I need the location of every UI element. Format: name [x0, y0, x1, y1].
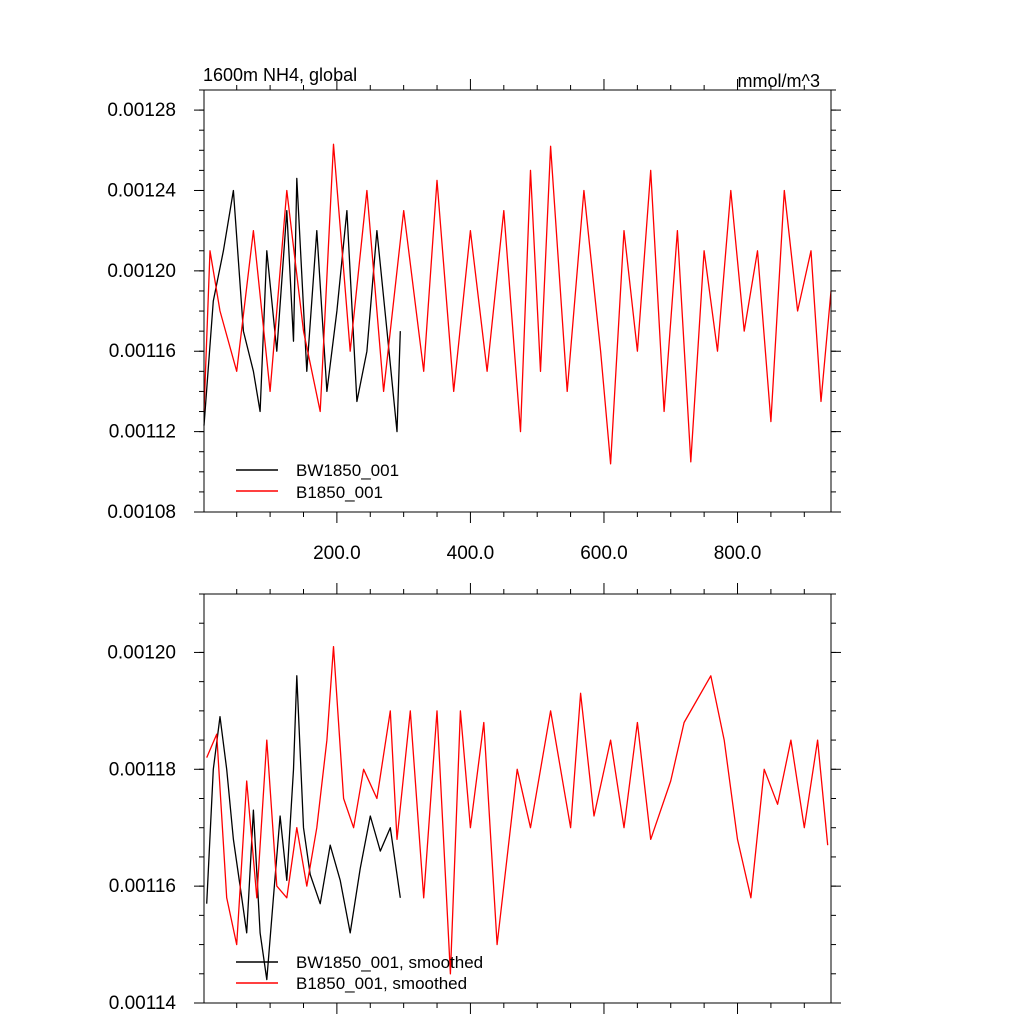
y-tick-label-0-0: 0.00108 — [107, 502, 176, 523]
legend-bottom: BW1850_001, smoothed B1850_001, smoothed — [236, 953, 483, 993]
y-tick-label-1-1: 0.00116 — [109, 876, 176, 897]
legend-label-top-0: BW1850_001 — [296, 461, 399, 480]
y-tick-label-0-2: 0.00116 — [109, 341, 176, 362]
y-tick-label-0-1: 0.00112 — [109, 422, 176, 443]
series-line-1-1 — [206, 645, 829, 975]
x-tick-label-0-2: 600.0 — [580, 543, 628, 564]
y-tick-label-1-0: 0.00114 — [109, 993, 177, 1014]
plot-frame-1 — [203, 593, 832, 1004]
units-label: mmol/m^3 — [738, 71, 820, 91]
y-tick-label-1-3: 0.00120 — [107, 642, 176, 663]
y-tick-label-0-4: 0.00124 — [107, 180, 176, 201]
chart-title: 1600m NH4, global — [203, 65, 357, 85]
x-tick-label-0-1: 400.0 — [447, 543, 495, 564]
legend-label-top-1: B1850_001 — [296, 483, 383, 502]
series-line-1-0 — [206, 675, 401, 981]
series-line-0-0 — [203, 177, 401, 433]
chart-panel-1: 0.00114 0.00116 0.00118 0.00120 — [107, 583, 841, 1014]
legend-top: BW1850_001 B1850_001 — [236, 461, 399, 502]
x-tick-label-0-0: 200.0 — [313, 543, 361, 564]
legend-label-bottom-0: BW1850_001, smoothed — [296, 953, 483, 972]
plot-frame-0 — [203, 89, 832, 513]
legend-label-bottom-1: B1850_001, smoothed — [296, 974, 467, 993]
x-tick-label-0-3: 800.0 — [714, 543, 762, 564]
y-tick-label-1-2: 0.00118 — [109, 759, 176, 780]
series-line-0-1 — [203, 143, 832, 465]
chart-panel-0: 0.00108 0.00112 0.00116 0.00120 0.00124 0.001… — [107, 79, 841, 564]
y-tick-label-0-3: 0.00120 — [107, 261, 176, 282]
y-tick-label-0-5: 0.00128 — [107, 100, 176, 121]
